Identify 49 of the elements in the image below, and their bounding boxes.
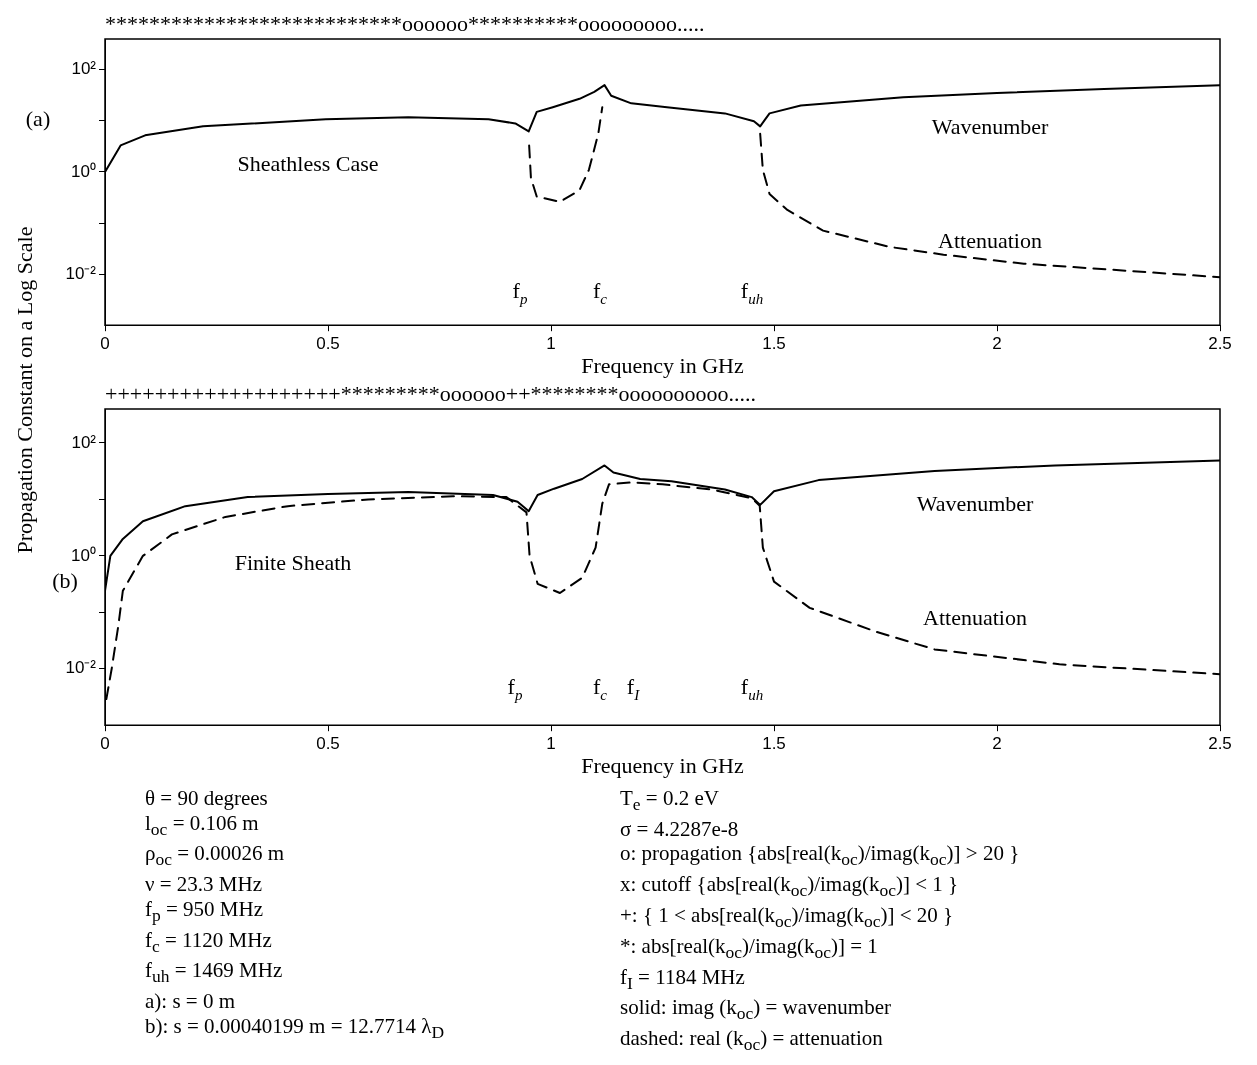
text: ρ$_{oc}$ = 0.00026 m bbox=[145, 841, 286, 872]
text: f$_{I}$ = 1184 MHz bbox=[620, 964, 746, 995]
x-tick-label: 2 bbox=[992, 334, 1002, 354]
x-axis-title: Frequency in GHz bbox=[581, 752, 744, 778]
annotation: Attenuation bbox=[923, 605, 1027, 630]
text: dashed: real (k$_{oc}$) = attenuation bbox=[620, 1026, 884, 1057]
annotation: Wavenumber bbox=[931, 114, 1050, 139]
x-tick-label: 1.5 bbox=[762, 734, 786, 754]
text: +: { 1 < abs[real(k$_{oc}$)/imag(k$_{oc}$)] < 20 } bbox=[620, 902, 955, 934]
text: a): s = 0 m bbox=[145, 989, 236, 1014]
x-tick-label: 2.5 bbox=[1208, 334, 1232, 354]
y-tick-label: 10⁻² bbox=[65, 658, 97, 678]
text: f$_{p}$ = 950 MHz bbox=[145, 896, 264, 927]
text: o: propagation {abs[real(k$_{oc}$)/imag(k$_{oc}$)] > 20 } bbox=[620, 841, 1020, 872]
text: (b) bbox=[52, 568, 78, 593]
text: (a) bbox=[25, 106, 51, 131]
text: f$_{c}$ = 1120 MHz bbox=[145, 927, 273, 958]
y-tick-label: 10⁰ bbox=[71, 545, 96, 565]
x-tick-label: 1 bbox=[546, 334, 556, 354]
text: ***************************oooooo**********ooooooooo..... bbox=[105, 11, 705, 36]
y-tick-label: 10⁻² bbox=[65, 263, 97, 283]
text: T$_{e}$ = 0.2 eV bbox=[620, 786, 720, 817]
x-axis-title: Frequency in GHz bbox=[581, 352, 744, 378]
x-tick-label: 0.5 bbox=[316, 334, 340, 354]
y-tick-label: 10² bbox=[71, 432, 97, 452]
text: solid: imag (k$_{oc}$) = wavenumber bbox=[620, 995, 892, 1026]
text: σ = 4.2287e-8 bbox=[620, 816, 740, 842]
annotation: Finite Sheath bbox=[234, 550, 352, 575]
annotation: Sheathless Case bbox=[237, 151, 379, 176]
x-tick-label: 0.5 bbox=[316, 734, 340, 754]
text: θ = 90 degrees bbox=[145, 786, 269, 811]
x-tick-label: 0 bbox=[100, 734, 110, 754]
text: *: abs[real(k$_{oc}$)/imag(k$_{oc}$)] = 1 bbox=[620, 933, 879, 964]
x-tick-label: 2.5 bbox=[1208, 734, 1232, 754]
text: ν = 23.3 MHz bbox=[145, 872, 263, 897]
y-tick-label: 10⁰ bbox=[71, 161, 96, 181]
annotation: Attenuation bbox=[938, 228, 1042, 253]
y-axis-title: Propagation Constant on a Log Scale bbox=[12, 226, 38, 554]
text: x: cutoff {abs[real(k$_{oc}$)/imag(k$_{oc}$)] < 1 } bbox=[620, 872, 960, 903]
x-tick-label: 0 bbox=[100, 334, 110, 354]
text: b): s = 0.00040199 m = 12.7714 λ$_{D}$ bbox=[145, 1013, 445, 1044]
x-tick-label: 1.5 bbox=[762, 334, 786, 354]
x-tick-label: 2 bbox=[992, 734, 1002, 754]
text: f$_{uh}$ = 1469 MHz bbox=[145, 958, 284, 989]
text: l$_{oc}$ = 0.106 m bbox=[145, 810, 260, 841]
annotation: Wavenumber bbox=[916, 491, 1035, 516]
y-tick-label: 10² bbox=[71, 59, 97, 79]
x-tick-label: 1 bbox=[546, 734, 556, 754]
text: +++++++++++++++++++*********oooooo++********oooooooooo..... bbox=[105, 381, 757, 406]
